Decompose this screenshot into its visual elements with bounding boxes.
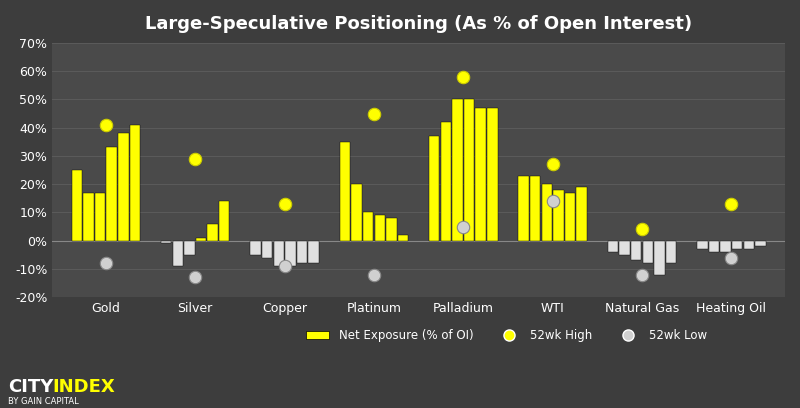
Point: [457, 223, 470, 230]
Point: [367, 110, 380, 117]
Bar: [130, 125, 140, 241]
Bar: [429, 136, 439, 241]
Text: BY GAIN CAPITAL: BY GAIN CAPITAL: [8, 397, 78, 406]
Bar: [755, 241, 766, 246]
Bar: [542, 184, 552, 241]
Bar: [207, 224, 218, 241]
Bar: [487, 108, 498, 241]
Bar: [530, 176, 541, 241]
Point: [546, 161, 559, 168]
Bar: [285, 241, 296, 266]
Bar: [398, 235, 408, 241]
Point: [725, 201, 738, 207]
Bar: [219, 201, 230, 241]
Title: Large-Speculative Positioning (As % of Open Interest): Large-Speculative Positioning (As % of O…: [145, 15, 692, 33]
Point: [189, 155, 202, 162]
Bar: [666, 241, 676, 263]
Bar: [95, 193, 106, 241]
Bar: [118, 133, 129, 241]
Point: [278, 201, 291, 207]
Bar: [351, 184, 362, 241]
Bar: [631, 241, 642, 260]
Bar: [577, 187, 587, 241]
Bar: [619, 241, 630, 255]
Bar: [374, 215, 385, 241]
Text: CITY: CITY: [8, 378, 54, 396]
Bar: [608, 241, 618, 252]
Point: [278, 263, 291, 269]
Bar: [709, 241, 719, 252]
Point: [367, 271, 380, 278]
Bar: [475, 108, 486, 241]
Bar: [83, 193, 94, 241]
Bar: [184, 241, 194, 255]
Point: [636, 226, 649, 233]
Bar: [274, 241, 284, 266]
Bar: [518, 176, 529, 241]
Point: [636, 271, 649, 278]
Bar: [250, 241, 261, 255]
Bar: [173, 241, 183, 266]
Bar: [720, 241, 731, 252]
Bar: [654, 241, 665, 275]
Point: [99, 122, 112, 128]
Bar: [196, 238, 206, 241]
Point: [99, 260, 112, 266]
Point: [189, 274, 202, 281]
Legend: Net Exposure (% of OI), 52wk High, 52wk Low: Net Exposure (% of OI), 52wk High, 52wk …: [301, 325, 712, 347]
Bar: [743, 241, 754, 249]
Bar: [106, 147, 117, 241]
Bar: [697, 241, 707, 249]
Bar: [452, 100, 462, 241]
Bar: [71, 170, 82, 241]
Bar: [262, 241, 272, 257]
Bar: [308, 241, 319, 263]
Bar: [732, 241, 742, 249]
Text: INDEX: INDEX: [52, 378, 114, 396]
Bar: [363, 213, 374, 241]
Point: [546, 198, 559, 204]
Point: [725, 254, 738, 261]
Bar: [642, 241, 653, 263]
Point: [457, 73, 470, 80]
Bar: [464, 100, 474, 241]
Bar: [565, 193, 575, 241]
Bar: [161, 241, 171, 244]
Bar: [340, 142, 350, 241]
Bar: [441, 122, 451, 241]
Bar: [297, 241, 307, 263]
Bar: [554, 190, 564, 241]
Bar: [386, 218, 397, 241]
